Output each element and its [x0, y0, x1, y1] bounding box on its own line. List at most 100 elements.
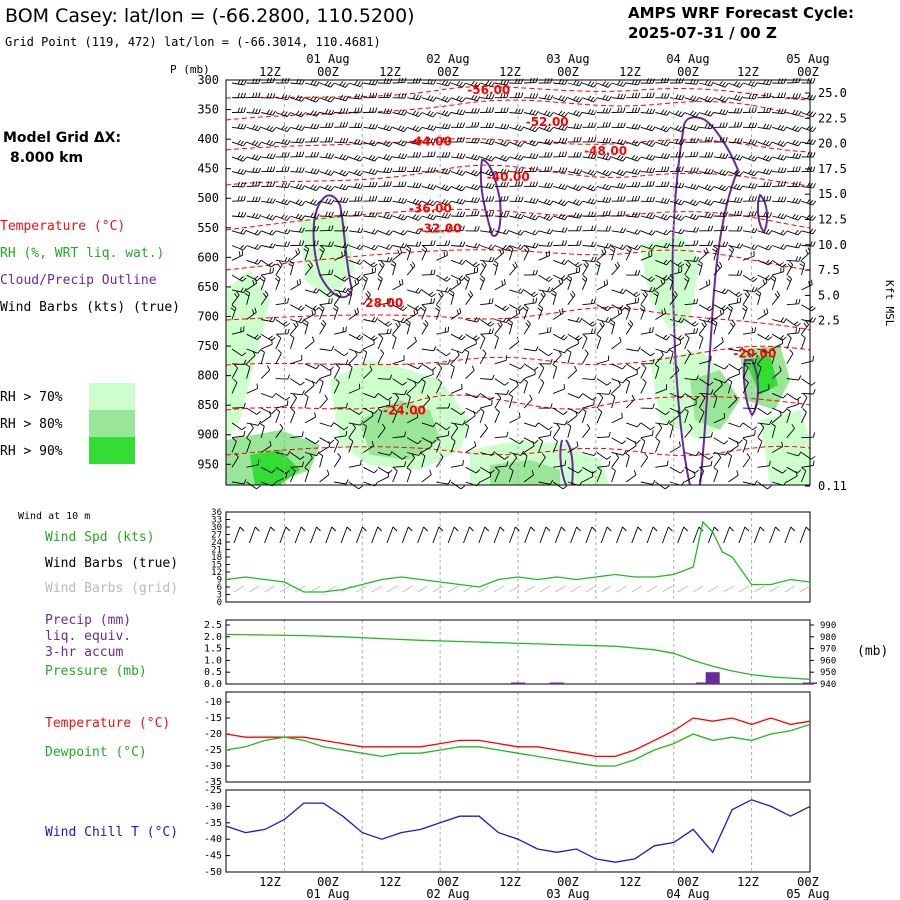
rh90-label: RH > 90%	[0, 444, 63, 459]
wind-barb	[669, 294, 678, 305]
wind-barb	[611, 322, 616, 335]
wind-barb-flag	[389, 196, 393, 202]
wind-barb-flag	[415, 288, 420, 293]
wind-barb-flag	[332, 307, 338, 312]
wind-barb-flag	[473, 170, 478, 176]
wind-barb	[771, 370, 782, 379]
wind-barb-flag	[696, 328, 699, 334]
wind-barb-flag	[471, 210, 474, 216]
wind-barb-flag	[812, 216, 817, 221]
wind-barb-flag	[619, 244, 624, 249]
wind-barb-flag	[427, 124, 431, 130]
wind-barb	[319, 437, 331, 444]
wind-barb-flag	[637, 157, 641, 162]
wind-barb	[523, 445, 535, 453]
wind-barb	[655, 354, 664, 365]
wind-barb-flag	[695, 112, 700, 118]
wind-barb	[450, 422, 463, 426]
wind-barb-flag	[646, 181, 649, 187]
wind-barb-flag	[240, 287, 244, 293]
wind-barb-flag	[806, 138, 811, 144]
wind-barb-flag	[724, 289, 729, 294]
bottom-time-label: 12Z	[379, 875, 401, 889]
wind-barb-flag	[404, 153, 408, 159]
wind-barb-flag	[277, 263, 281, 268]
wind-barb-flag	[704, 95, 709, 101]
wind-barb-flag	[286, 216, 291, 221]
wind-barb	[567, 466, 579, 474]
wind-barb	[304, 416, 316, 424]
wind-barb-flag	[477, 210, 480, 216]
wind-barb	[582, 332, 595, 335]
wind-barb-flag	[652, 108, 656, 114]
wind-barb	[771, 425, 776, 438]
wind-barb	[363, 294, 371, 305]
wind-barb-flag	[590, 153, 594, 159]
wind-barb	[669, 343, 681, 350]
wind-barb-flag	[699, 467, 704, 472]
wind-barb-flag	[739, 138, 743, 144]
wind-barb-flag	[769, 419, 773, 425]
wind-barb-flag	[797, 127, 802, 132]
wind-barb-flag	[244, 292, 250, 297]
wind-barb-flag	[611, 467, 616, 472]
wind-barb-flag	[325, 152, 329, 158]
wind-barb	[246, 464, 259, 468]
wind-barb	[334, 245, 346, 249]
wind-barb	[669, 185, 682, 189]
wind-barb-flag	[617, 380, 621, 386]
wind-barb-flag	[386, 92, 389, 98]
wind-barb	[757, 292, 762, 305]
wind-barb	[596, 156, 609, 161]
wind-barb-flag	[545, 276, 551, 281]
wind-barb-true	[355, 526, 363, 544]
wind-barb-true	[248, 526, 256, 544]
wind-barb-flag	[535, 153, 539, 159]
wind-barb-flag	[503, 92, 506, 98]
wind-barb-flag	[652, 181, 655, 187]
wind-barb-flag	[780, 181, 784, 187]
temp-tick-label: -25	[204, 745, 222, 756]
wind-barb	[625, 249, 632, 261]
wind-barb-flag	[269, 166, 273, 172]
temperature-contour-label: -28.00	[360, 296, 403, 310]
wind-barb	[260, 259, 272, 268]
wind-barb	[363, 245, 375, 251]
wind-barb-flag	[779, 410, 782, 416]
wind-barb-flag	[474, 226, 477, 232]
wind-barb-flag	[776, 290, 781, 296]
wind-barb	[655, 282, 666, 291]
wind-barb-flag	[748, 93, 752, 99]
wind-barb-flag	[662, 277, 666, 283]
wind-barb-flag	[318, 307, 324, 312]
wind-barb	[596, 283, 608, 291]
wind-barb-flag	[573, 123, 577, 129]
pressure-tick-label: 600	[197, 250, 219, 264]
wind-barb	[465, 259, 476, 268]
wind-barb-flag	[798, 181, 801, 187]
wind-barb-flag	[330, 422, 335, 427]
wind-barb	[480, 156, 492, 162]
wind-barb	[407, 245, 420, 247]
wind-barb-flag	[782, 408, 787, 414]
wind-barb	[319, 398, 328, 409]
wind-barb-flag	[739, 108, 743, 114]
wind-barb-flag	[331, 225, 334, 231]
wind-barb-flag	[485, 80, 490, 86]
bottom-date-label: 05 Aug	[786, 887, 829, 900]
wind-barb	[771, 466, 783, 474]
wind-barb-flag	[766, 308, 769, 314]
wind-barb-flag	[519, 440, 524, 445]
wind-barb-flag	[620, 122, 623, 128]
wind-barb	[421, 445, 433, 453]
wind-barb	[582, 264, 589, 276]
wind-barb	[334, 200, 347, 203]
wind-barb-flag	[532, 110, 536, 115]
wind-barb-flag	[608, 121, 611, 128]
wind-barb-flag	[476, 172, 481, 177]
wind-barb-flag	[812, 183, 816, 189]
wind-barb	[436, 435, 449, 439]
wind-barb	[523, 348, 536, 352]
wind-barb-flag	[313, 123, 317, 129]
wind-barb-flag	[782, 142, 787, 147]
